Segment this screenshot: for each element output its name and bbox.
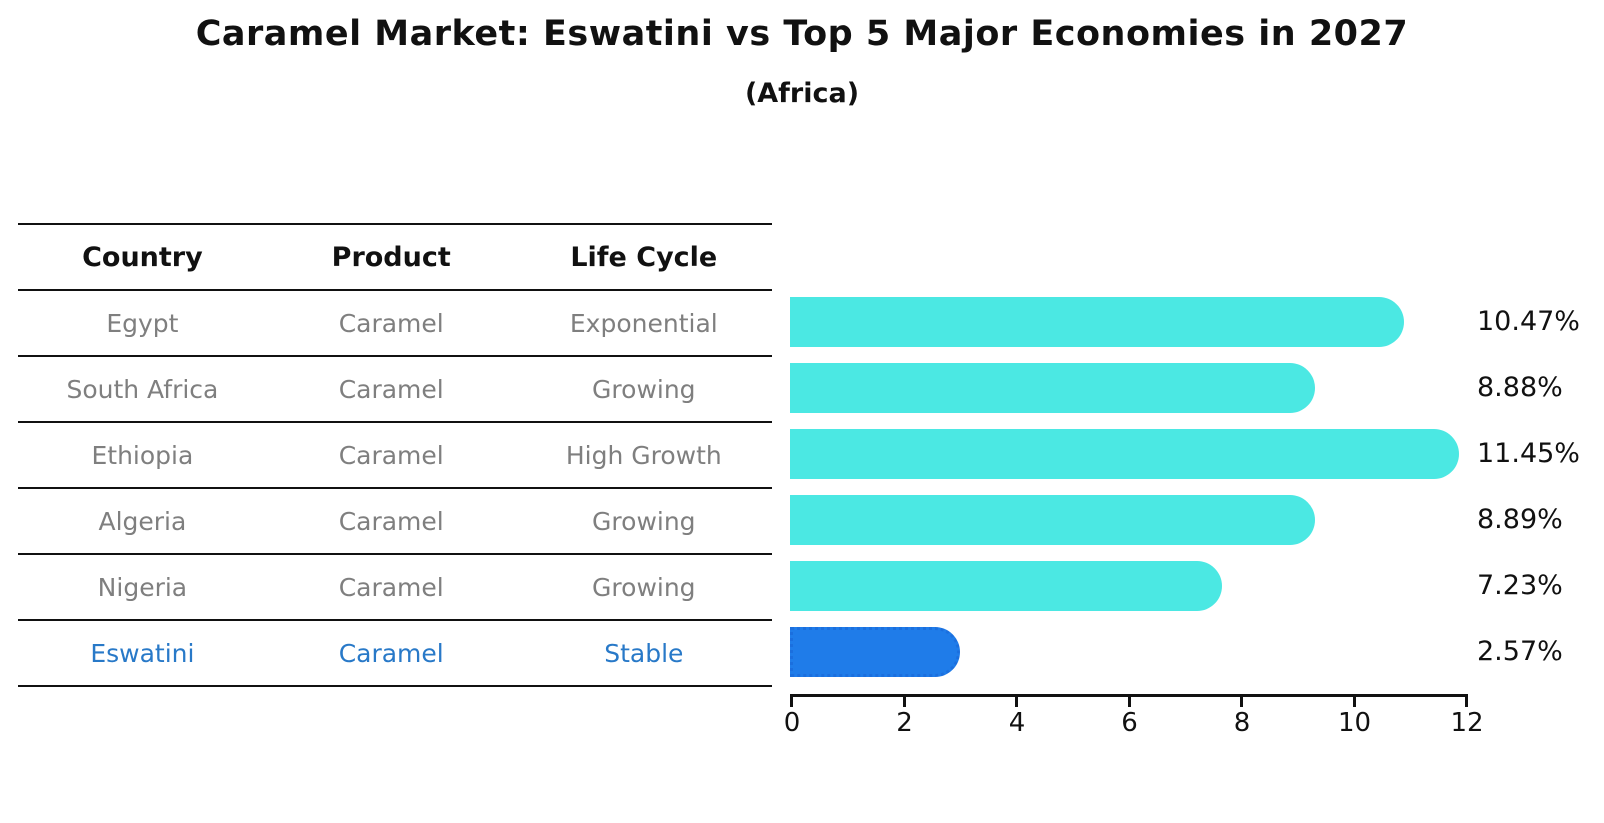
table-row-south-africa: South Africa Caramel Growing — [18, 357, 772, 423]
header-life-cycle: Life Cycle — [570, 241, 718, 273]
chart-subtitle: (Africa) — [744, 78, 860, 109]
cell-product: Caramel — [338, 572, 444, 602]
table-row-egypt: Egypt Caramel Exponential — [18, 291, 772, 357]
bar-egypt — [790, 297, 1404, 347]
x-tick-8 — [1240, 697, 1243, 707]
x-tick-label-10: 10 — [1337, 708, 1372, 738]
value-label-nigeria: 7.23% — [1477, 570, 1563, 601]
bar-nigeria — [790, 561, 1222, 611]
x-tick-4 — [1015, 697, 1018, 707]
x-tick-label-12: 12 — [1450, 708, 1484, 738]
cell-life-cycle: High Growth — [565, 440, 722, 470]
x-tick-label-4: 4 — [1008, 708, 1026, 738]
x-tick-label-6: 6 — [1121, 708, 1138, 738]
x-tick-12 — [1465, 697, 1468, 707]
cell-country: Egypt — [106, 308, 179, 338]
country-table: Country Product Life Cycle Egypt Caramel… — [18, 223, 772, 687]
table-row-eswatini: Eswatini Caramel Stable — [18, 621, 772, 687]
x-tick-label-2: 2 — [896, 708, 913, 738]
cell-product: Caramel — [338, 506, 444, 536]
bar-ethiopia — [790, 429, 1460, 479]
value-label-eswatini: 2.57% — [1477, 636, 1563, 667]
x-tick-6 — [1127, 697, 1131, 707]
x-axis-line — [790, 694, 1468, 697]
x-tick-label-0: 0 — [783, 708, 801, 738]
table-row-ethiopia: Ethiopia Caramel High Growth — [18, 423, 772, 489]
bar-south-africa — [790, 363, 1315, 413]
header-product: Product — [331, 241, 451, 273]
value-label-ethiopia: 11.45% — [1477, 438, 1580, 469]
cell-life-cycle: Exponential — [569, 308, 718, 338]
value-label-south-africa: 8.88% — [1477, 372, 1563, 403]
cell-country: Eswatini — [90, 638, 195, 668]
x-tick-10 — [1352, 697, 1356, 707]
cell-life-cycle: Growing — [592, 506, 696, 536]
x-tick-2 — [902, 697, 906, 707]
value-label-algeria: 8.89% — [1477, 504, 1563, 535]
cell-life-cycle: Growing — [592, 572, 696, 602]
cell-country: Algeria — [98, 506, 187, 536]
table-header-row: Country Product Life Cycle — [18, 225, 772, 291]
cell-country: Ethiopia — [91, 440, 194, 470]
cell-country: South Africa — [66, 374, 219, 404]
cell-product: Caramel — [338, 374, 444, 404]
header-country: Country — [82, 241, 203, 273]
x-tick-0 — [790, 697, 793, 707]
chart-title: Caramel Market: Eswatini vs Top 5 Major … — [195, 14, 1409, 54]
cell-life-cycle: Growing — [592, 374, 696, 404]
x-tick-label-8: 8 — [1233, 708, 1251, 738]
table-row-nigeria: Nigeria Caramel Growing — [18, 555, 772, 621]
cell-product: Caramel — [338, 638, 444, 668]
cell-product: Caramel — [338, 440, 444, 470]
table-row-algeria: Algeria Caramel Growing — [18, 489, 772, 555]
bar-algeria — [790, 495, 1316, 545]
cell-product: Caramel — [338, 308, 444, 338]
cell-country: Nigeria — [97, 572, 188, 602]
cell-life-cycle: Stable — [604, 638, 684, 668]
bar-eswatini — [790, 627, 960, 677]
value-label-egypt: 10.47% — [1477, 306, 1580, 337]
